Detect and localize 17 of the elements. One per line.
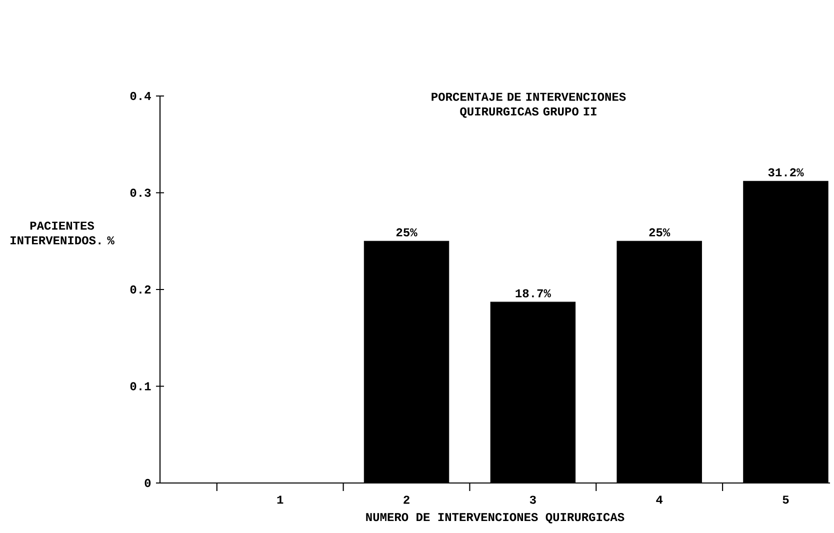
x-tick-label: 1 (277, 496, 284, 504)
x-tick-label: 4 (656, 496, 663, 504)
data-label: 18.7% (516, 289, 551, 298)
data-label: 31.2% (768, 168, 804, 176)
data-label: 25% (649, 228, 670, 236)
x-tick-label: 2 (404, 496, 410, 504)
y-tick-label: 0.1 (130, 382, 151, 390)
x-tick-label: 5 (782, 496, 789, 504)
y-tick-label: 0.3 (130, 188, 151, 197)
chart-title: PORCENTAJE DE INTERVENCIONES QUIRURGICAS GRUPO II (432, 92, 626, 118)
x-tick-label: 3 (530, 496, 536, 504)
data-label: 25% (396, 228, 418, 236)
y-tick-label: 0.4 (130, 92, 151, 100)
y-tick-label: 0.2 (130, 285, 151, 294)
y-tick-label: 0 (144, 478, 151, 488)
y-axis-title: PACIENTES INTERVENIDOS. % (10, 222, 114, 244)
x-axis-title: NUMERO DE INTERVENCIONES QUIRURGICAS (366, 513, 624, 524)
